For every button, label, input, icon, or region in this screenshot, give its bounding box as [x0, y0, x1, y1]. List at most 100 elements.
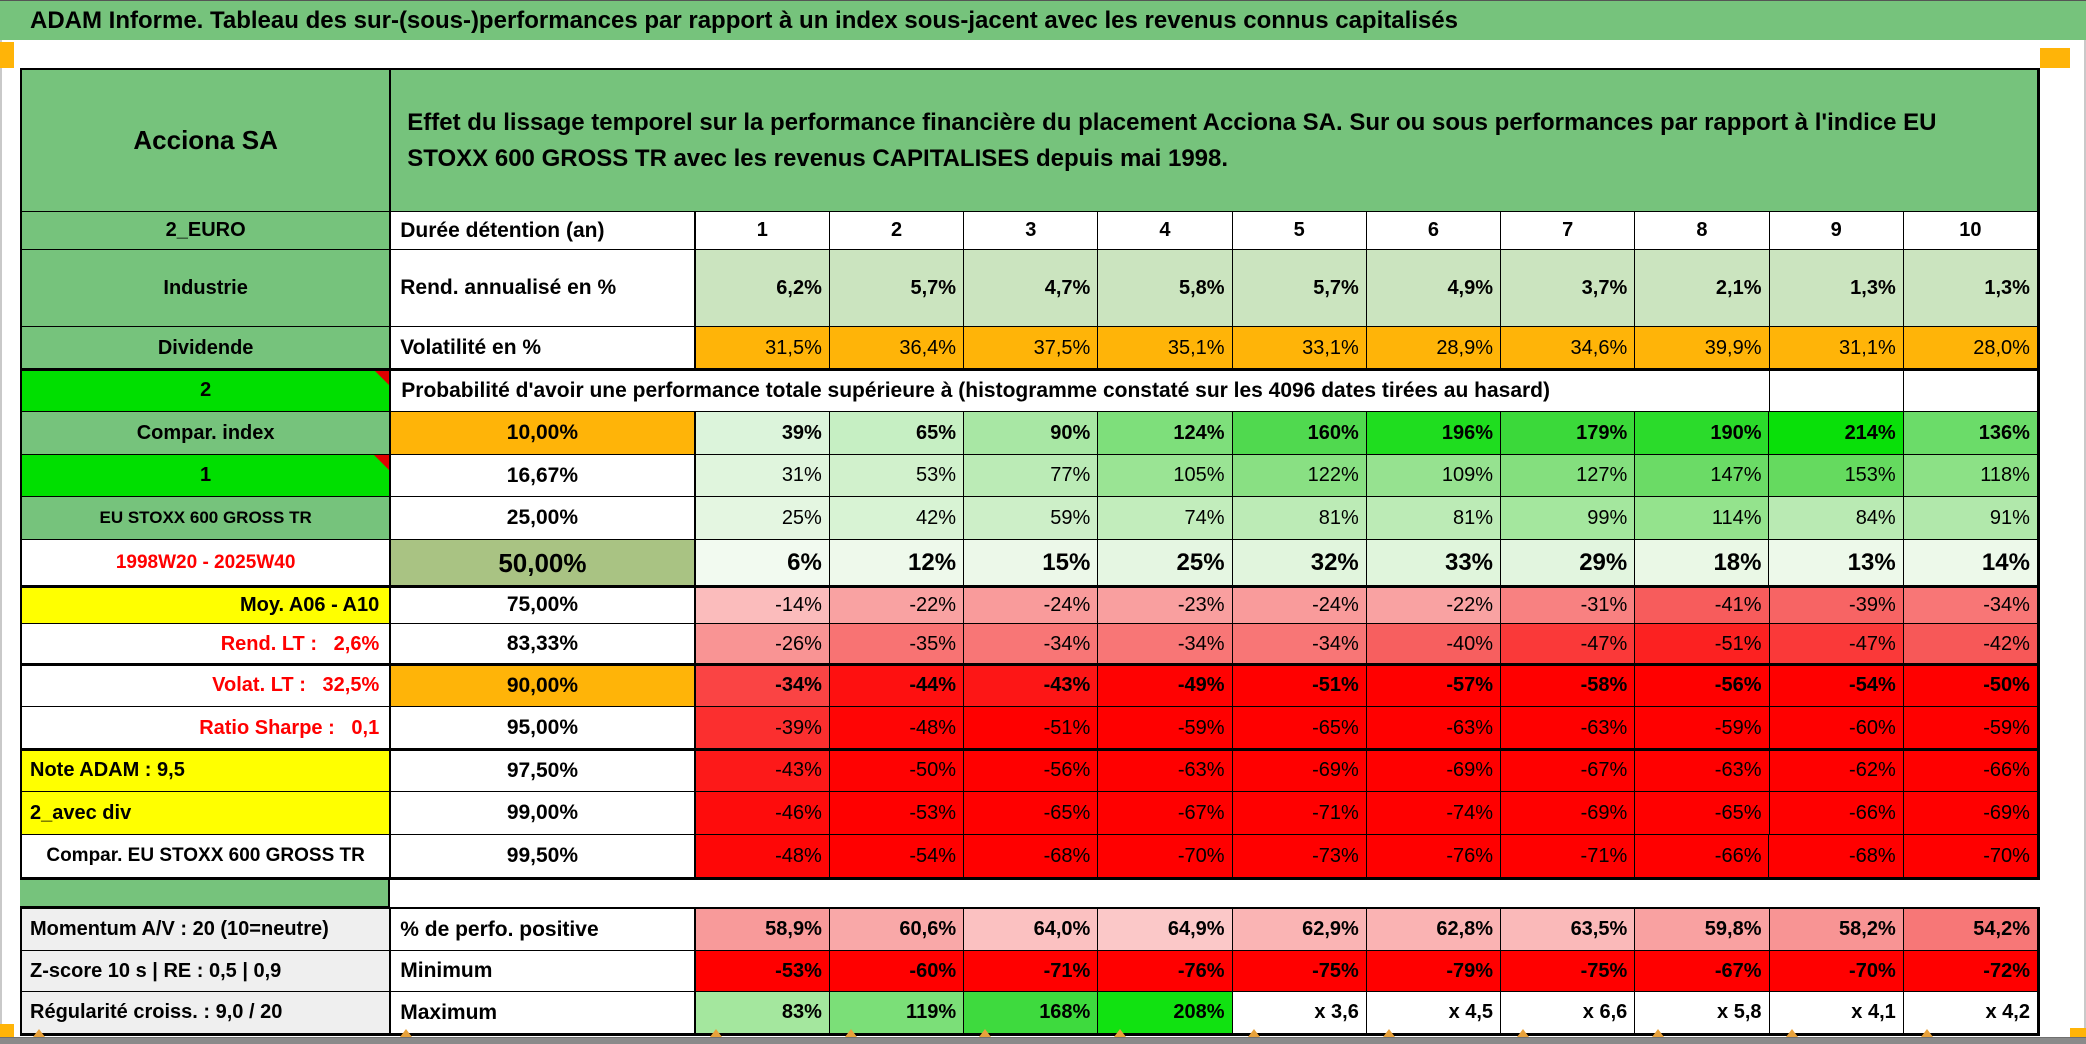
data-cell[interactable]: -35% — [829, 624, 965, 665]
row-label-cell[interactable]: Moy. A06 - A10 — [22, 587, 392, 624]
data-cell[interactable]: 1 — [695, 212, 830, 250]
data-cell[interactable]: 36,4% — [829, 327, 965, 370]
data-cell[interactable]: -75% — [1232, 951, 1367, 992]
measure-label-cell[interactable]: 99,50% — [391, 835, 696, 878]
data-cell[interactable]: 214% — [1769, 412, 1904, 455]
measure-label-cell[interactable]: 83,33% — [391, 624, 696, 665]
data-cell[interactable]: -50% — [1903, 665, 2038, 707]
data-cell[interactable]: 196% — [1366, 412, 1502, 455]
data-cell[interactable]: -43% — [695, 750, 830, 792]
data-cell[interactable]: 59% — [964, 497, 1099, 540]
measure-label-cell[interactable]: 10,00% — [391, 412, 696, 455]
measure-label-cell[interactable]: 50,00% — [391, 540, 696, 587]
data-cell[interactable]: 6,2% — [695, 250, 830, 327]
data-cell[interactable]: x 4,2 — [1903, 992, 2038, 1034]
data-cell[interactable]: 190% — [1635, 412, 1770, 455]
data-cell[interactable]: -69% — [1903, 792, 2038, 835]
data-cell[interactable]: 39,9% — [1635, 327, 1770, 370]
data-cell[interactable]: -76% — [1098, 951, 1233, 992]
data-cell[interactable]: -75% — [1501, 951, 1636, 992]
measure-label-cell[interactable]: Maximum — [391, 992, 696, 1034]
data-cell[interactable]: 13% — [1769, 540, 1904, 587]
data-cell[interactable]: -68% — [964, 835, 1099, 878]
data-cell[interactable]: -60% — [829, 951, 965, 992]
data-cell[interactable]: 65% — [829, 412, 965, 455]
row-label-cell[interactable]: Volat. LT : 32,5% — [22, 665, 392, 707]
data-cell[interactable]: -51% — [1232, 665, 1367, 707]
measure-label-cell[interactable]: 99,00% — [391, 792, 696, 835]
probability-header-cell[interactable]: Probabilité d'avoir une performance tota… — [391, 370, 1770, 412]
data-cell[interactable]: 99% — [1501, 497, 1636, 540]
row-label-cell[interactable]: Note ADAM : 9,5 — [22, 750, 392, 792]
data-cell[interactable]: -63% — [1366, 707, 1502, 750]
asset-name-cell[interactable]: Acciona SA — [22, 70, 392, 212]
measure-label-cell[interactable]: 95,00% — [391, 707, 696, 750]
row-label-cell[interactable]: 2 — [22, 370, 392, 412]
data-cell[interactable]: 5,8% — [1098, 250, 1233, 327]
data-cell[interactable]: -53% — [829, 792, 965, 835]
data-cell[interactable]: -48% — [829, 707, 965, 750]
data-cell[interactable]: 31,5% — [695, 327, 830, 370]
data-cell[interactable]: -42% — [1903, 624, 2038, 665]
data-cell[interactable]: 208% — [1098, 992, 1233, 1034]
data-cell[interactable]: -63% — [1098, 750, 1233, 792]
data-cell[interactable]: -51% — [1635, 624, 1770, 665]
data-cell[interactable]: -73% — [1232, 835, 1367, 878]
data-cell[interactable]: 25% — [1098, 540, 1233, 587]
data-cell[interactable]: -14% — [695, 587, 830, 624]
data-cell[interactable]: 14% — [1903, 540, 2038, 587]
row-label-cell[interactable]: 2_EURO — [22, 212, 392, 250]
data-cell[interactable]: 33% — [1366, 540, 1502, 587]
data-cell[interactable]: -60% — [1769, 707, 1904, 750]
data-cell[interactable]: 62,9% — [1232, 909, 1367, 951]
data-cell[interactable]: 109% — [1366, 455, 1502, 497]
data-cell[interactable]: 25% — [695, 497, 830, 540]
data-cell[interactable]: -67% — [1635, 951, 1770, 992]
data-cell[interactable]: -71% — [1232, 792, 1367, 835]
data-cell[interactable]: 84% — [1769, 497, 1904, 540]
data-cell[interactable]: 4 — [1098, 212, 1233, 250]
data-cell[interactable]: 6% — [695, 540, 830, 587]
data-cell[interactable]: 60,6% — [829, 909, 965, 951]
data-cell[interactable]: -63% — [1635, 750, 1770, 792]
data-cell[interactable]: 3,7% — [1501, 250, 1636, 327]
data-cell[interactable]: 39% — [695, 412, 830, 455]
data-cell[interactable]: -59% — [1098, 707, 1233, 750]
data-cell[interactable]: -68% — [1769, 835, 1904, 878]
data-cell[interactable]: 114% — [1635, 497, 1770, 540]
data-cell[interactable]: -59% — [1903, 707, 2038, 750]
report-title-cell[interactable]: ADAM Informe. Tableau des sur-(sous-)per… — [0, 0, 2086, 40]
data-cell[interactable]: -63% — [1501, 707, 1636, 750]
data-cell[interactable]: 6 — [1366, 212, 1502, 250]
data-cell[interactable]: -62% — [1769, 750, 1904, 792]
data-cell[interactable]: 77% — [964, 455, 1099, 497]
data-cell[interactable]: 4,7% — [964, 250, 1099, 327]
description-cell[interactable]: Effet du lissage temporel sur la perform… — [391, 70, 2038, 212]
data-cell[interactable]: -65% — [1232, 707, 1367, 750]
data-cell[interactable]: -47% — [1501, 624, 1636, 665]
data-cell[interactable]: -40% — [1366, 624, 1502, 665]
row-label-cell[interactable]: Compar. index — [22, 412, 392, 455]
data-cell[interactable]: 7 — [1501, 212, 1636, 250]
data-cell[interactable]: 37,5% — [964, 327, 1099, 370]
data-cell[interactable]: 83% — [695, 992, 830, 1034]
data-cell[interactable]: x 5,8 — [1635, 992, 1770, 1034]
data-cell[interactable]: 1,3% — [1769, 250, 1904, 327]
data-cell[interactable]: -66% — [1635, 835, 1770, 878]
data-cell[interactable]: 4,9% — [1366, 250, 1502, 327]
data-cell[interactable]: -54% — [1769, 665, 1904, 707]
data-cell[interactable]: 35,1% — [1098, 327, 1233, 370]
measure-label-cell[interactable]: % de perfo. positive — [391, 909, 696, 951]
data-cell[interactable]: -24% — [1232, 587, 1367, 624]
data-cell[interactable]: 8 — [1635, 212, 1770, 250]
row-label-cell[interactable]: Z-score 10 s | RE : 0,5 | 0,9 — [22, 951, 392, 992]
data-cell[interactable]: x 4,1 — [1769, 992, 1904, 1034]
data-cell[interactable]: 53% — [829, 455, 965, 497]
data-cell[interactable]: -22% — [829, 587, 965, 624]
data-cell[interactable]: 127% — [1501, 455, 1636, 497]
data-cell[interactable]: 29% — [1501, 540, 1636, 587]
data-cell[interactable]: -57% — [1366, 665, 1502, 707]
data-cell[interactable]: -34% — [695, 665, 830, 707]
data-cell[interactable]: 15% — [964, 540, 1099, 587]
data-cell[interactable]: -23% — [1098, 587, 1233, 624]
